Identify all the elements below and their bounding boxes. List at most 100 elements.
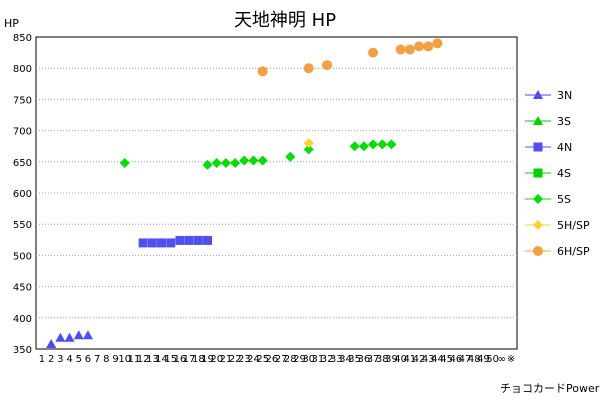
- legend-marker: [533, 220, 543, 230]
- data-point: [55, 332, 66, 342]
- x-tick-label: 45: [440, 354, 453, 365]
- legend-marker: [533, 116, 543, 125]
- data-point: [303, 144, 314, 155]
- y-tick-label: 850: [13, 33, 32, 44]
- y-tick-label: 400: [13, 314, 32, 325]
- data-point: [423, 41, 434, 52]
- x-tick-label: 39: [385, 354, 398, 365]
- x-tick-label: 23: [238, 354, 251, 365]
- x-tick-label: 30: [302, 354, 315, 365]
- data-point: [166, 238, 176, 248]
- x-tick-label: 3: [57, 354, 63, 365]
- x-tick-label: 6: [85, 354, 91, 365]
- data-point: [202, 159, 213, 170]
- x-tick-label: 8: [103, 354, 109, 365]
- data-point: [46, 339, 57, 349]
- data-point: [322, 60, 333, 71]
- data-point: [184, 235, 194, 245]
- data-point: [73, 330, 84, 340]
- x-tick-label: 21: [220, 354, 233, 365]
- x-tick-label: 12: [137, 354, 150, 365]
- x-tick-label: 4: [66, 354, 72, 365]
- data-point: [377, 139, 388, 150]
- legend: 3N 3S 4N 4S 5S 5H/SP 6H/SP: [525, 89, 590, 258]
- x-tick-label: 25: [256, 354, 269, 365]
- x-tick-label: 35: [348, 354, 361, 365]
- data-point: [211, 158, 222, 169]
- x-tick-label: 22: [229, 354, 242, 365]
- x-tick-label: 19: [201, 354, 214, 365]
- x-tick-label: 2: [48, 354, 54, 365]
- x-tick-label: 29: [293, 354, 306, 365]
- data-point: [119, 158, 130, 169]
- y-tick-label: 500: [13, 251, 32, 262]
- data-point: [368, 139, 379, 150]
- x-tick-label: 49: [477, 354, 490, 365]
- data-point: [432, 38, 443, 49]
- data-point: [64, 332, 75, 342]
- y-tick-label: 600: [13, 189, 32, 200]
- data-point: [349, 141, 360, 152]
- x-tick-label: 15: [164, 354, 177, 365]
- x-tick-label: 27: [275, 354, 288, 365]
- y-tick-label: 750: [13, 95, 32, 106]
- legend-label: 5H/SP: [557, 219, 590, 232]
- x-tick-label: 46: [449, 354, 462, 365]
- legend-label: 5S: [557, 193, 571, 206]
- x-tick-label: 37: [367, 354, 380, 365]
- legend-label: 4N: [557, 141, 572, 154]
- data-point: [203, 235, 213, 245]
- legend-marker: [533, 194, 543, 204]
- data-point: [257, 155, 268, 166]
- x-tick-label: 48: [468, 354, 481, 365]
- x-tick-label: 34: [339, 354, 352, 365]
- x-tick-label: 42: [413, 354, 426, 365]
- credit-text: チョコカードPower: [500, 382, 600, 395]
- x-tick-label: 14: [155, 354, 168, 365]
- x-tick-label: ∞: [498, 354, 506, 365]
- x-tick-label: 33: [330, 354, 343, 365]
- data-point: [395, 44, 406, 55]
- x-tick-label: 26: [266, 354, 279, 365]
- x-tick-label: 10: [118, 354, 131, 365]
- y-tick-label: 650: [13, 158, 32, 169]
- data-point: [239, 155, 250, 166]
- y-tick-label: 350: [13, 345, 32, 356]
- x-tick-label: 17: [183, 354, 196, 365]
- x-tick-label: ※: [507, 354, 515, 365]
- x-tick-label: 32: [321, 354, 334, 365]
- x-tick-label: 47: [459, 354, 472, 365]
- data-point: [303, 63, 314, 74]
- data-point: [193, 235, 203, 245]
- data-point: [138, 238, 148, 248]
- x-tick-label: 5: [76, 354, 82, 365]
- data-point: [248, 155, 259, 166]
- x-tick-label: 9: [112, 354, 118, 365]
- x-tick-label: 44: [431, 354, 444, 365]
- legend-label: 6H/SP: [557, 245, 590, 258]
- x-tick-label: 24: [247, 354, 260, 365]
- x-tick-label: 20: [210, 354, 223, 365]
- data-point: [175, 235, 185, 245]
- x-tick-label: 40: [394, 354, 407, 365]
- data-point: [157, 238, 167, 248]
- legend-marker: [533, 142, 543, 152]
- x-tick-label: 18: [192, 354, 205, 365]
- x-tick-label: 1: [39, 354, 45, 365]
- x-tick-label: 31: [312, 354, 325, 365]
- data-point: [368, 47, 379, 58]
- data-point: [82, 330, 93, 340]
- x-tick-label: 13: [146, 354, 159, 365]
- data-point: [303, 138, 314, 149]
- y-tick-label: 450: [13, 283, 32, 294]
- data-point: [358, 141, 369, 152]
- legend-label: 4S: [557, 167, 571, 180]
- x-tick-label: 28: [284, 354, 297, 365]
- x-tick-label: 50: [486, 354, 499, 365]
- data-point: [414, 41, 425, 52]
- data-point: [230, 158, 241, 169]
- y-tick-label: 550: [13, 220, 32, 231]
- data-point: [147, 238, 157, 248]
- legend-label: 3S: [557, 115, 571, 128]
